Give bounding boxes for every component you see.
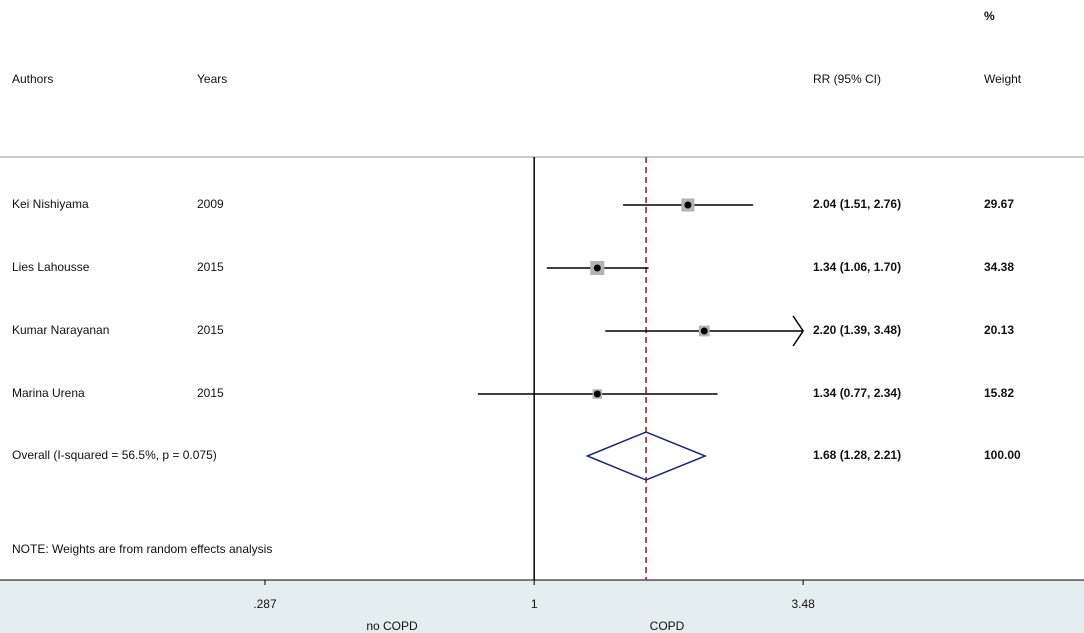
ci-label: 2.04 (1.51, 2.76) — [813, 197, 901, 211]
weight-label: 29.67 — [984, 197, 1014, 211]
year: 2015 — [197, 323, 224, 337]
author: Kei Nishiyama — [12, 197, 89, 211]
author: Marina Urena — [12, 386, 85, 400]
note: NOTE: Weights are from random effects an… — [12, 542, 272, 556]
ci-label: 1.34 (0.77, 2.34) — [813, 386, 901, 400]
x-side-label: no COPD — [366, 619, 418, 633]
weight-label: 34.38 — [984, 260, 1014, 274]
weight-label: 100.00 — [984, 448, 1021, 462]
header-authors: Authors — [12, 72, 53, 86]
x-side-label: COPD — [650, 619, 685, 633]
axis-band — [0, 580, 1084, 633]
header-ci: RR (95% CI) — [813, 72, 881, 86]
overall-label: Overall (I-squared = 56.5%, p = 0.075) — [12, 448, 217, 462]
x-tick-label: .287 — [253, 597, 277, 611]
weight-label: 20.13 — [984, 323, 1014, 337]
estimate-point — [593, 390, 601, 398]
header-weight: Weight — [984, 72, 1022, 86]
weight-label: 15.82 — [984, 386, 1014, 400]
estimate-point — [700, 327, 708, 335]
ci-label: 2.20 (1.39, 3.48) — [813, 323, 901, 337]
author: Kumar Narayanan — [12, 323, 109, 337]
ci-arrow — [792, 315, 805, 347]
header-years: Years — [197, 72, 227, 86]
ci-label: 1.68 (1.28, 2.21) — [813, 448, 901, 462]
estimate-point — [593, 264, 601, 272]
ci-label: 1.34 (1.06, 1.70) — [813, 260, 901, 274]
year: 2015 — [197, 386, 224, 400]
estimate-point — [684, 201, 692, 209]
x-tick-label: 3.48 — [791, 597, 815, 611]
year: 2015 — [197, 260, 224, 274]
header-weight-pct: % — [984, 9, 995, 23]
year: 2009 — [197, 197, 224, 211]
author: Lies Lahousse — [12, 260, 90, 274]
x-tick-label: 1 — [531, 597, 538, 611]
overall-diamond — [585, 431, 708, 481]
